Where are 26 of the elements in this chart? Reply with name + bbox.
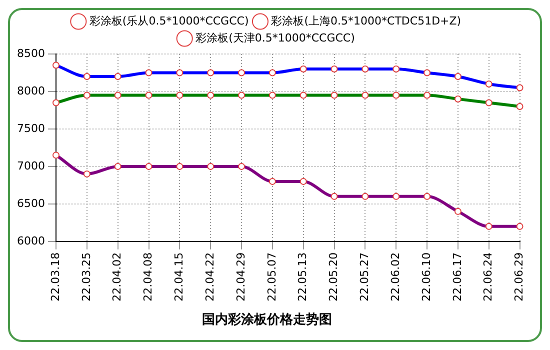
x-tick-label: 22.06.02 bbox=[388, 252, 402, 302]
y-tick-label: 8500 bbox=[16, 46, 45, 60]
x-tick-label: 22.06.17 bbox=[450, 252, 464, 302]
x-tick-label: 22.04.15 bbox=[172, 252, 186, 302]
legend-label: 彩涂板(天津0.5*1000*CCGCC) bbox=[196, 31, 355, 44]
x-tick-label: 22.04.08 bbox=[142, 252, 155, 302]
legend-label: 彩涂板(上海0.5*1000*CTDC51D+Z) bbox=[271, 14, 462, 28]
x-tick-label: 22.04.02 bbox=[110, 252, 124, 302]
x-tick-label: 22.06.24 bbox=[482, 252, 495, 302]
x-tick-label: 22.05.20 bbox=[327, 252, 340, 302]
x-tick-label: 22.06.10 bbox=[420, 252, 433, 302]
x-tick-label: 22.04.29 bbox=[234, 252, 248, 302]
x-tick-label: 22.03.25 bbox=[80, 252, 93, 302]
text: 国内彩涂板价格走势图 bbox=[202, 312, 332, 328]
legend-label: 彩涂板(乐从0.5*1000*CCGCC) bbox=[89, 14, 249, 28]
y-tick-label: 6000 bbox=[16, 234, 45, 248]
x-tick-label: 22.05.27 bbox=[358, 252, 372, 302]
x-tick-label: 22.05.13 bbox=[296, 252, 310, 302]
y-tick-label: 8000 bbox=[16, 84, 45, 98]
y-tick-label: 6500 bbox=[16, 196, 45, 210]
x-tick-label: 22.05.07 bbox=[265, 252, 278, 302]
x-tick-label: 22.06.29 bbox=[512, 252, 526, 302]
y-tick-label: 7500 bbox=[16, 122, 45, 135]
x-tick-label: 22.04.22 bbox=[203, 252, 216, 302]
y-tick-label: 7000 bbox=[16, 159, 45, 172]
x-tick-label: 22.03.18 bbox=[48, 252, 62, 302]
